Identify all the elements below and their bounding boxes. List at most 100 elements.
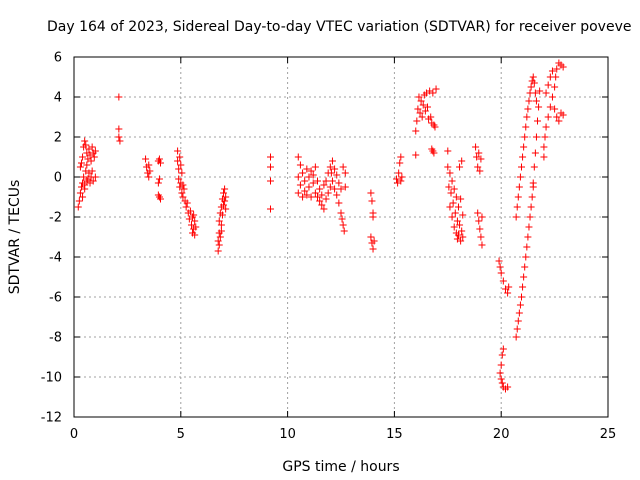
data-point <box>91 173 99 181</box>
data-point <box>294 173 302 181</box>
data-point <box>76 189 84 197</box>
data-point <box>186 207 194 215</box>
data-point <box>314 177 322 185</box>
data-point <box>367 233 375 241</box>
data-point <box>542 89 550 97</box>
data-point <box>534 117 542 125</box>
data-point <box>419 101 427 109</box>
data-point <box>331 165 339 173</box>
data-point <box>83 161 91 169</box>
data-point <box>88 167 96 175</box>
data-point <box>333 191 341 199</box>
data-point <box>341 169 349 177</box>
data-point <box>496 263 504 271</box>
data-point <box>418 113 426 121</box>
data-point <box>476 167 484 175</box>
y-tick-label: 4 <box>54 91 62 106</box>
data-point <box>544 113 552 121</box>
data-point <box>416 109 424 117</box>
data-point <box>421 107 429 115</box>
data-point <box>531 149 539 157</box>
data-point <box>303 191 311 199</box>
data-point <box>459 233 467 241</box>
data-point <box>548 93 556 101</box>
y-axis: -12 -10 -8 -6 -4 -2 0 2 4 6 <box>41 51 608 426</box>
data-point <box>89 177 97 185</box>
data-point <box>301 187 309 195</box>
data-point <box>397 177 405 185</box>
data-point <box>176 153 184 161</box>
data-point <box>395 169 403 177</box>
data-point <box>546 103 554 111</box>
data-point <box>116 137 124 145</box>
data-point <box>192 223 200 231</box>
data-point <box>296 161 304 169</box>
data-point <box>445 183 453 191</box>
data-point <box>474 209 482 217</box>
data-point <box>476 225 484 233</box>
data-point <box>77 159 85 167</box>
data-point <box>475 217 483 225</box>
data-point <box>429 89 437 97</box>
data-point <box>221 185 229 193</box>
data-series <box>74 59 567 393</box>
data-point <box>454 203 462 211</box>
data-point <box>519 153 527 161</box>
data-point <box>453 217 461 225</box>
data-point <box>327 169 335 177</box>
data-point <box>456 163 464 171</box>
data-point <box>452 193 460 201</box>
plot-frame <box>73 56 609 418</box>
data-point <box>530 79 538 87</box>
data-point <box>90 153 98 161</box>
data-point <box>521 133 529 141</box>
data-point <box>339 221 347 229</box>
data-point <box>477 233 485 241</box>
data-point <box>82 141 90 149</box>
data-point <box>316 197 324 205</box>
x-tick-label: 0 <box>70 427 78 442</box>
x-axis-title: GPS time / hours <box>282 459 399 475</box>
data-point <box>191 217 199 225</box>
chart-title: Day 164 of 2023, Sidereal Day-to-day VTE… <box>47 19 631 35</box>
data-point <box>497 375 505 383</box>
data-point <box>559 111 567 119</box>
data-point <box>516 173 524 181</box>
x-tick-label: 15 <box>386 427 403 442</box>
data-point <box>115 133 123 141</box>
data-point <box>331 185 339 193</box>
data-point <box>146 167 154 175</box>
data-point <box>75 197 83 205</box>
data-point <box>340 227 348 235</box>
y-tick-label: -8 <box>49 331 62 346</box>
data-point <box>544 81 552 89</box>
data-point <box>183 199 191 207</box>
data-point <box>142 155 150 163</box>
data-point <box>516 301 524 309</box>
data-point <box>412 151 420 159</box>
data-point <box>322 195 330 203</box>
data-point <box>91 147 99 155</box>
data-point <box>524 105 532 113</box>
data-point <box>546 73 554 81</box>
x-axis: 0 5 10 15 20 25 <box>70 57 616 442</box>
data-point <box>80 173 88 181</box>
data-point <box>307 193 315 201</box>
data-point <box>145 173 153 181</box>
data-point <box>299 193 307 201</box>
data-point <box>528 193 536 201</box>
data-point <box>157 159 165 167</box>
data-point <box>512 333 520 341</box>
data-point <box>524 233 532 241</box>
data-point <box>540 143 548 151</box>
data-point <box>519 283 527 291</box>
data-point <box>335 199 343 207</box>
data-point <box>427 113 435 121</box>
data-point <box>446 203 454 211</box>
data-point <box>517 163 525 171</box>
data-point <box>555 117 563 125</box>
data-point <box>397 153 405 161</box>
data-point <box>513 203 521 211</box>
y-tick-label: 6 <box>54 51 62 66</box>
data-point <box>267 153 275 161</box>
